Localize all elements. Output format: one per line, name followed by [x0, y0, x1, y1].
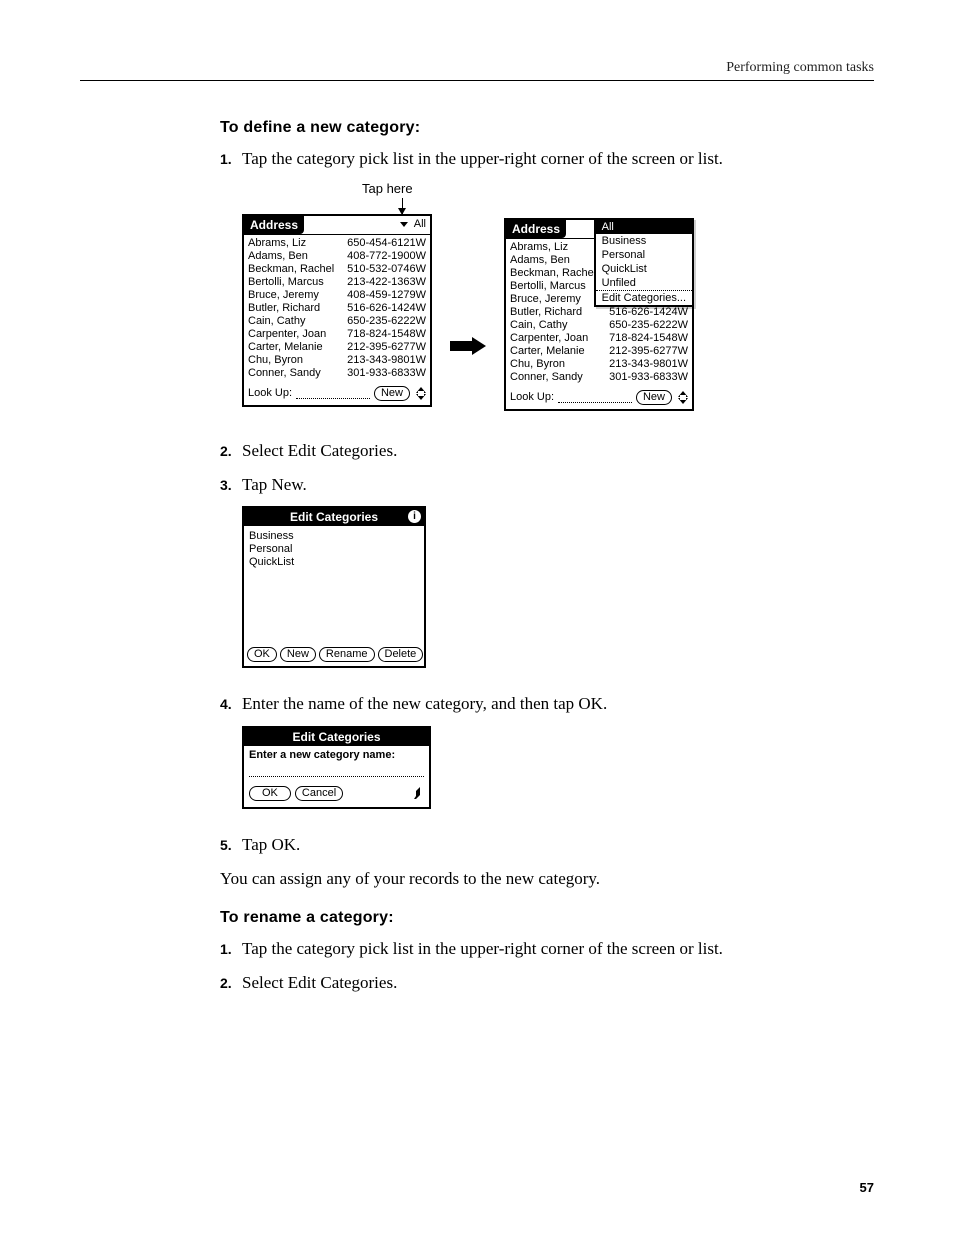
step-5-text: Tap OK.	[242, 833, 874, 857]
lookup-input-right[interactable]	[558, 392, 632, 403]
contact-row[interactable]: Carter, Melanie212-395-6277W	[248, 341, 426, 354]
step-4-num: 4.	[220, 695, 242, 715]
ok-button[interactable]: OK	[247, 647, 277, 662]
contact-row[interactable]: Butler, Richard516-626-1424W	[248, 302, 426, 315]
page-header-right: Performing common tasks	[80, 60, 874, 76]
dropdown-item[interactable]: Business	[596, 234, 692, 248]
name-dialog-title-text: Edit Categories	[292, 730, 380, 744]
lookup-label-right: Look Up:	[510, 391, 554, 403]
dropdown-selected[interactable]: All	[596, 220, 692, 234]
name-category-dialog: Edit Categories Enter a new category nam…	[242, 726, 431, 809]
name-dialog-title: Edit Categories	[244, 728, 429, 746]
palm-picklist-label-left: All	[414, 218, 426, 230]
step-1-text: Tap the category pick list in the upper-…	[242, 147, 874, 171]
step-3-num: 3.	[220, 476, 242, 496]
category-item[interactable]: QuickList	[249, 555, 419, 568]
step-5-num: 5.	[220, 836, 242, 856]
dropdown-edit-categories[interactable]: Edit Categories...	[596, 291, 692, 305]
palm-screen-right: Address All BusinessPersonalQuickListUnf…	[504, 218, 694, 411]
info-icon[interactable]: i	[408, 510, 421, 523]
new-button[interactable]: New	[280, 647, 316, 662]
name-ok-button[interactable]: OK	[249, 786, 291, 801]
sec2-step-1-text: Tap the category pick list in the upper-…	[242, 937, 874, 961]
new-button-right[interactable]: New	[636, 390, 672, 405]
sec2-step-2: 2. Select Edit Categories.	[220, 971, 874, 995]
contact-row[interactable]: Beckman, Rachel510-532-0746W	[248, 263, 426, 276]
sec2-step-2-text: Select Edit Categories.	[242, 971, 874, 995]
contact-row[interactable]: Conner, Sandy301-933-6833W	[248, 367, 426, 380]
scroll-arrows-right[interactable]	[678, 391, 688, 404]
step-3: 3. Tap New.	[220, 473, 874, 497]
step-4-text: Enter the name of the new category, and …	[242, 692, 874, 716]
contact-row[interactable]: Cain, Cathy650-235-6222W	[248, 315, 426, 328]
category-item[interactable]: Business	[249, 529, 419, 542]
lookup-input-left[interactable]	[296, 388, 370, 399]
step-2: 2. Select Edit Categories.	[220, 439, 874, 463]
step-1: 1. Tap the category pick list in the upp…	[220, 147, 874, 171]
dropdown-item[interactable]: Personal	[596, 248, 692, 262]
new-button-left[interactable]: New	[374, 386, 410, 401]
contact-row[interactable]: Chu, Byron213-343-9801W	[510, 358, 688, 371]
dropdown-item[interactable]: QuickList	[596, 262, 692, 276]
edit-categories-dialog: Edit Categories i BusinessPersonalQuickL…	[242, 506, 426, 668]
edit-categories-title-text: Edit Categories	[290, 510, 378, 524]
rename-button[interactable]: Rename	[319, 647, 375, 662]
contact-row[interactable]: Carter, Melanie212-395-6277W	[510, 345, 688, 358]
edit-categories-title: Edit Categories i	[244, 508, 424, 526]
pen-icon	[412, 785, 424, 802]
figure-row: Tap here Address All Abrams, Liz650-454-…	[242, 181, 874, 411]
section2-heading: To rename a category:	[220, 909, 874, 927]
palm-picklist-left[interactable]: All	[304, 216, 430, 234]
step-2-num: 2.	[220, 442, 242, 462]
contact-row[interactable]: Carpenter, Joan718-824-1548W	[510, 332, 688, 345]
arrow-right-icon	[450, 337, 486, 355]
name-dialog-input[interactable]	[249, 764, 424, 777]
step-1-num: 1.	[220, 150, 242, 170]
section1-followup: You can assign any of your records to th…	[220, 867, 874, 891]
contact-row[interactable]: Carpenter, Joan718-824-1548W	[248, 328, 426, 341]
delete-button[interactable]: Delete	[378, 647, 424, 662]
name-cancel-button[interactable]: Cancel	[295, 786, 343, 801]
contact-row[interactable]: Bruce, Jeremy408-459-1279W	[248, 289, 426, 302]
category-dropdown[interactable]: All BusinessPersonalQuickListUnfiled Edi…	[594, 218, 694, 307]
section1-heading: To define a new category:	[220, 119, 874, 137]
palm-list-left: Abrams, Liz650-454-6121WAdams, Ben408-77…	[244, 235, 430, 382]
contact-row[interactable]: Conner, Sandy301-933-6833W	[510, 371, 688, 384]
contact-row[interactable]: Butler, Richard516-626-1424W	[510, 306, 688, 319]
contact-row[interactable]: Abrams, Liz650-454-6121W	[248, 237, 426, 250]
contact-row[interactable]: Bertolli, Marcus213-422-1363W	[248, 276, 426, 289]
tap-here-arrow	[402, 198, 403, 214]
step-4: 4. Enter the name of the new category, a…	[220, 692, 874, 716]
dropdown-item[interactable]: Unfiled	[596, 276, 692, 290]
step-2-text: Select Edit Categories.	[242, 439, 874, 463]
header-rule	[80, 80, 874, 81]
page-number: 57	[860, 1180, 874, 1195]
name-dialog-prompt: Enter a new category name:	[244, 746, 429, 762]
step-3-text: Tap New.	[242, 473, 874, 497]
chevron-down-icon	[400, 222, 408, 227]
lookup-label-left: Look Up:	[248, 387, 292, 399]
sec2-step-1: 1. Tap the category pick list in the upp…	[220, 937, 874, 961]
contact-row[interactable]: Adams, Ben408-772-1900W	[248, 250, 426, 263]
palm-title-right: Address	[506, 220, 566, 238]
sec2-step-1-num: 1.	[220, 940, 242, 960]
palm-screen-left: Address All Abrams, Liz650-454-6121WAdam…	[242, 214, 432, 407]
step-5: 5. Tap OK.	[220, 833, 874, 857]
tap-here-label: Tap here	[362, 181, 413, 196]
contact-row[interactable]: Chu, Byron213-343-9801W	[248, 354, 426, 367]
scroll-arrows-left[interactable]	[416, 387, 426, 400]
category-item[interactable]: Personal	[249, 542, 419, 555]
palm-title-left: Address	[244, 216, 304, 234]
contact-row[interactable]: Cain, Cathy650-235-6222W	[510, 319, 688, 332]
edit-categories-list: BusinessPersonalQuickList	[244, 526, 424, 644]
sec2-step-2-num: 2.	[220, 974, 242, 994]
